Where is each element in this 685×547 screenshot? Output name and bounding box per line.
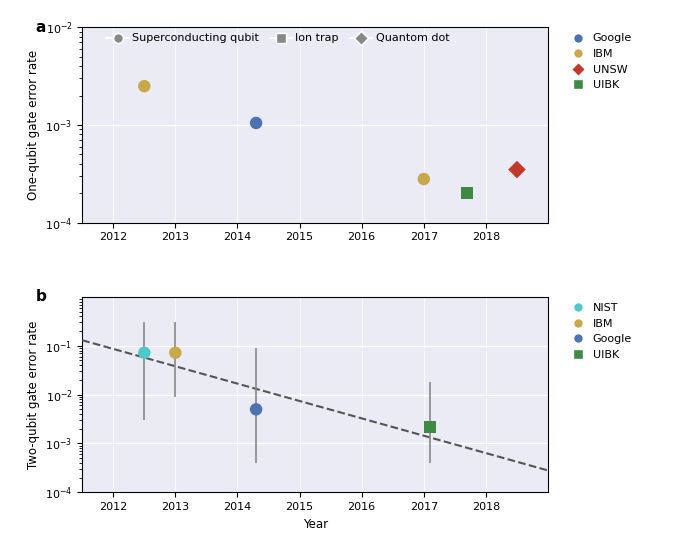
Point [419, 174, 429, 183]
Point [251, 405, 262, 414]
Point [512, 165, 523, 174]
Legend: Google, IBM, UNSW, UIBK: Google, IBM, UNSW, UIBK [563, 29, 636, 95]
Point [425, 422, 436, 431]
Point [251, 119, 262, 127]
Point [139, 82, 150, 91]
Text: a: a [36, 20, 46, 34]
Point [170, 348, 181, 357]
Legend: NIST, IBM, Google, UIBK: NIST, IBM, Google, UIBK [563, 299, 636, 364]
Y-axis label: One-qubit gate error rate: One-qubit gate error rate [27, 50, 40, 200]
Point [139, 348, 150, 357]
Y-axis label: Two-qubit gate error rate: Two-qubit gate error rate [27, 321, 40, 469]
X-axis label: Year: Year [303, 517, 327, 531]
Text: b: b [36, 289, 47, 304]
Point [462, 189, 473, 197]
